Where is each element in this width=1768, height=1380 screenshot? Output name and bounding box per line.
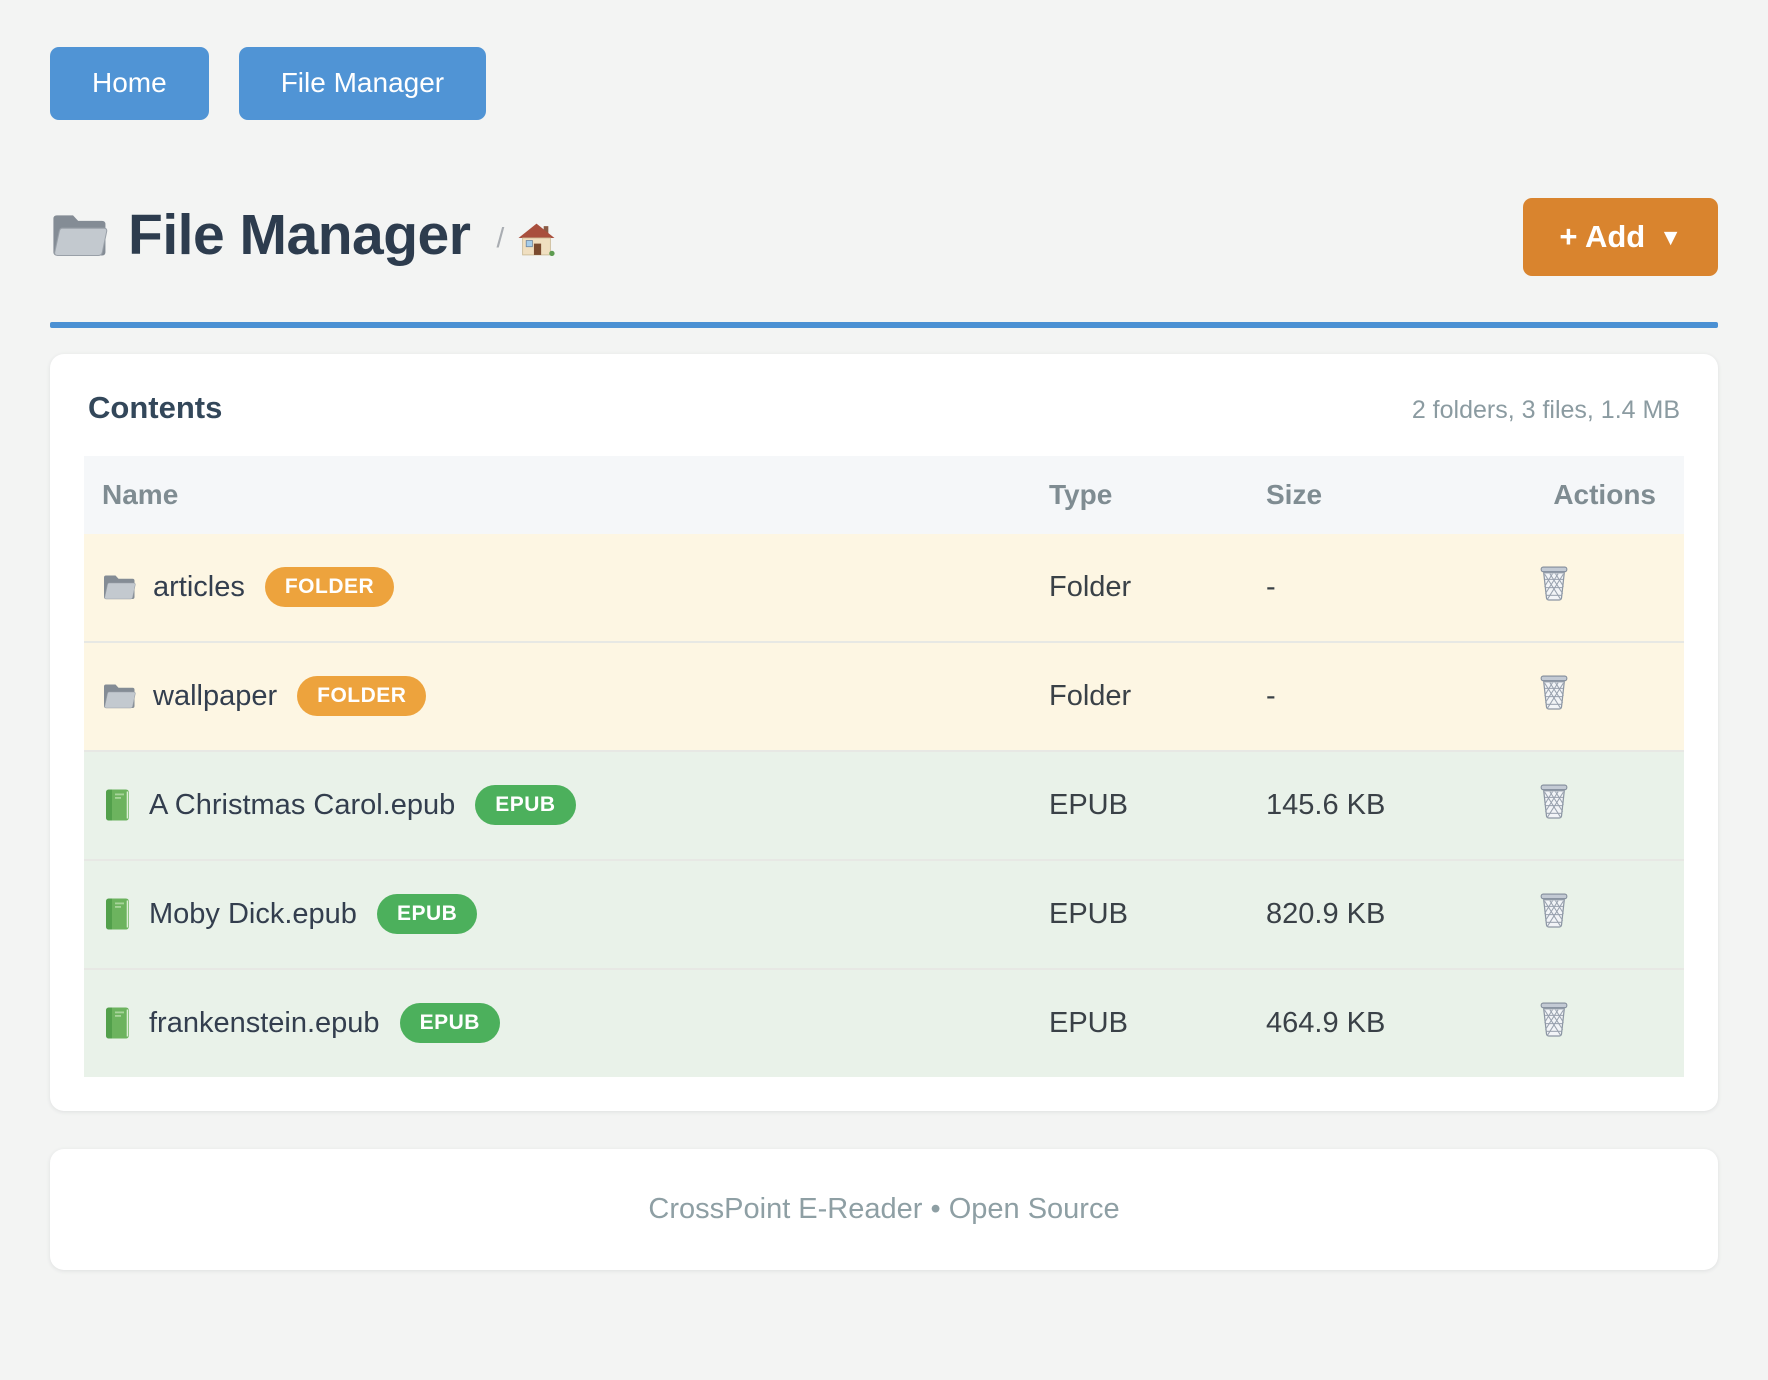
trash-icon[interactable] — [1537, 783, 1571, 820]
type-cell: EPUB — [1049, 1006, 1128, 1039]
column-header-name: Name — [84, 455, 1049, 534]
table-row[interactable]: Moby Dick.epub EPUB EPUB 820.9 KB — [84, 859, 1684, 969]
folder-icon — [102, 682, 136, 710]
nav-file-manager-button[interactable]: File Manager — [238, 47, 487, 120]
book-icon — [102, 788, 132, 822]
home-icon[interactable] — [518, 223, 556, 257]
file-name-link[interactable]: frankenstein.epub — [149, 1006, 380, 1039]
epub-badge: EPUB — [376, 894, 478, 935]
page-title: File Manager — [128, 202, 471, 267]
contents-title: Contents — [88, 389, 223, 425]
add-button[interactable]: + Add ▼ — [1523, 197, 1718, 276]
folder-badge: FOLDER — [264, 567, 395, 608]
file-name-link[interactable]: articles — [153, 570, 245, 603]
page-header: File Manager / + Add ▼ — [50, 194, 1718, 276]
size-cell: 820.9 KB — [1266, 897, 1386, 930]
table-row[interactable]: A Christmas Carol.epub EPUB EPUB 145.6 K… — [84, 750, 1684, 860]
epub-badge: EPUB — [475, 785, 576, 826]
contents-summary: 2 folders, 3 files, 1.4 MB — [1411, 395, 1680, 424]
size-cell: - — [1266, 679, 1276, 712]
breadcrumb-nav: Home File Manager — [50, 47, 1718, 120]
title-divider — [50, 321, 1718, 328]
folder-icon — [50, 211, 108, 259]
column-header-size: Size — [1266, 455, 1424, 534]
footer-text: CrossPoint E-Reader • Open Source — [648, 1192, 1120, 1225]
size-cell: 464.9 KB — [1266, 1006, 1386, 1039]
breadcrumb-separator: / — [496, 221, 505, 253]
folder-icon — [102, 573, 136, 601]
type-cell: Folder — [1049, 679, 1132, 712]
table-header-row: Name Type Size Actions — [84, 455, 1684, 534]
column-header-type: Type — [1049, 455, 1266, 534]
chevron-down-icon: ▼ — [1659, 224, 1682, 251]
type-cell: EPUB — [1049, 897, 1128, 930]
size-cell: - — [1266, 570, 1276, 603]
nav-home-button[interactable]: Home — [50, 47, 209, 120]
book-icon — [102, 1006, 132, 1040]
trash-icon[interactable] — [1537, 565, 1571, 602]
contents-card: Contents 2 folders, 3 files, 1.4 MB Name… — [50, 353, 1718, 1111]
table-row[interactable]: articles FOLDER Folder - — [84, 533, 1684, 642]
file-name-link[interactable]: A Christmas Carol.epub — [149, 788, 456, 821]
file-name-link[interactable]: wallpaper — [153, 679, 278, 712]
epub-badge: EPUB — [399, 1003, 500, 1044]
trash-icon[interactable] — [1537, 892, 1571, 929]
table-row[interactable]: wallpaper FOLDER Folder - — [84, 641, 1684, 751]
book-icon — [102, 897, 132, 931]
type-cell: Folder — [1049, 570, 1132, 603]
trash-icon[interactable] — [1537, 674, 1571, 711]
column-header-actions: Actions — [1424, 455, 1684, 534]
folder-badge: FOLDER — [297, 676, 427, 717]
table-row[interactable]: frankenstein.epub EPUB EPUB 464.9 KB — [84, 968, 1684, 1077]
type-cell: EPUB — [1049, 788, 1128, 821]
add-button-label: + Add — [1559, 218, 1646, 254]
footer: CrossPoint E-Reader • Open Source — [50, 1148, 1718, 1270]
trash-icon[interactable] — [1537, 1001, 1571, 1038]
file-name-link[interactable]: Moby Dick.epub — [149, 897, 357, 930]
size-cell: 145.6 KB — [1266, 788, 1386, 821]
file-table: Name Type Size Actions articles FOLDER — [84, 455, 1684, 1077]
